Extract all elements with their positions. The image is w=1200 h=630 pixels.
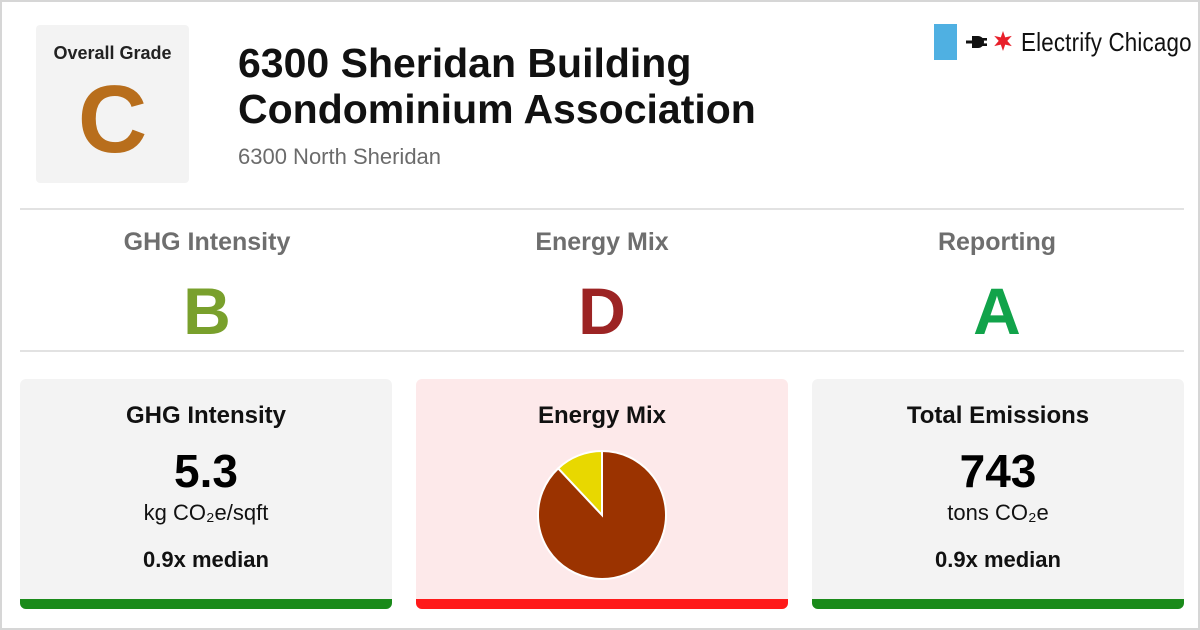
subgrade-label: GHG Intensity <box>123 228 291 256</box>
subgrade-label: Energy Mix <box>535 228 669 256</box>
status-bar <box>20 599 392 609</box>
ghg-intensity-unit: kg CO₂e/sqft <box>143 500 269 525</box>
divider-top <box>20 208 1184 210</box>
status-bar <box>416 599 788 609</box>
total-emissions-median: 0.9x median <box>935 547 1061 572</box>
overall-grade-value: C <box>77 66 148 173</box>
flag-icon <box>934 24 957 60</box>
card-title: Total Emissions <box>906 402 1090 429</box>
subgrade-reporting: Reporting A <box>807 228 1187 351</box>
subgrade-energy-mix: Energy Mix D <box>412 228 792 351</box>
ghg-intensity-value: 5.3 <box>174 445 238 497</box>
chicago-star-icon <box>994 31 1012 51</box>
building-address: 6300 North Sheridan <box>238 144 442 169</box>
building-header: 6300 Sheridan Building Condominium Assoc… <box>238 40 878 170</box>
brand-logo[interactable]: Electrify Chicago <box>934 24 1200 60</box>
overall-grade-label: Overall Grade <box>53 43 172 63</box>
ghg-intensity-median: 0.9x median <box>143 547 269 572</box>
ghg-intensity-card: GHG Intensity 5.3 kg CO₂e/sqft 0.9x medi… <box>20 379 392 609</box>
card-title: Energy Mix <box>537 402 667 429</box>
brand-name: Electrify Chicago <box>1021 26 1192 57</box>
subgrade-grade: D <box>578 274 626 348</box>
subgrade-ghg-intensity: GHG Intensity B <box>17 228 397 351</box>
subgrade-label: Reporting <box>937 228 1057 256</box>
divider-middle <box>20 350 1184 352</box>
status-bar <box>812 599 1184 609</box>
subgrade-grade: B <box>183 274 231 348</box>
energy-mix-pie-chart <box>537 449 667 580</box>
overall-grade-box: Overall Grade C <box>36 25 189 183</box>
energy-mix-card: Energy Mix <box>416 379 788 609</box>
pie-slice-1 <box>556 449 603 518</box>
total-emissions-card: Total Emissions 743 tons CO₂e 0.9x media… <box>812 379 1184 609</box>
subgrade-grade: A <box>973 274 1021 348</box>
card-title: GHG Intensity <box>125 402 287 429</box>
total-emissions-unit: tons CO₂e <box>947 500 1049 525</box>
plug-icon <box>966 36 987 48</box>
building-name: 6300 Sheridan Building Condominium Assoc… <box>238 40 756 132</box>
total-emissions-value: 743 <box>959 445 1037 497</box>
